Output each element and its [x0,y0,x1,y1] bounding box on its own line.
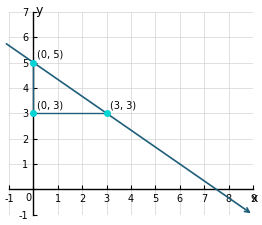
Text: (3, 3): (3, 3) [110,101,137,111]
Text: (0, 3): (0, 3) [37,101,63,111]
Text: 0: 0 [25,193,32,203]
Text: y: y [36,4,43,17]
Text: (0, 5): (0, 5) [37,50,63,60]
Text: x: x [251,192,258,205]
